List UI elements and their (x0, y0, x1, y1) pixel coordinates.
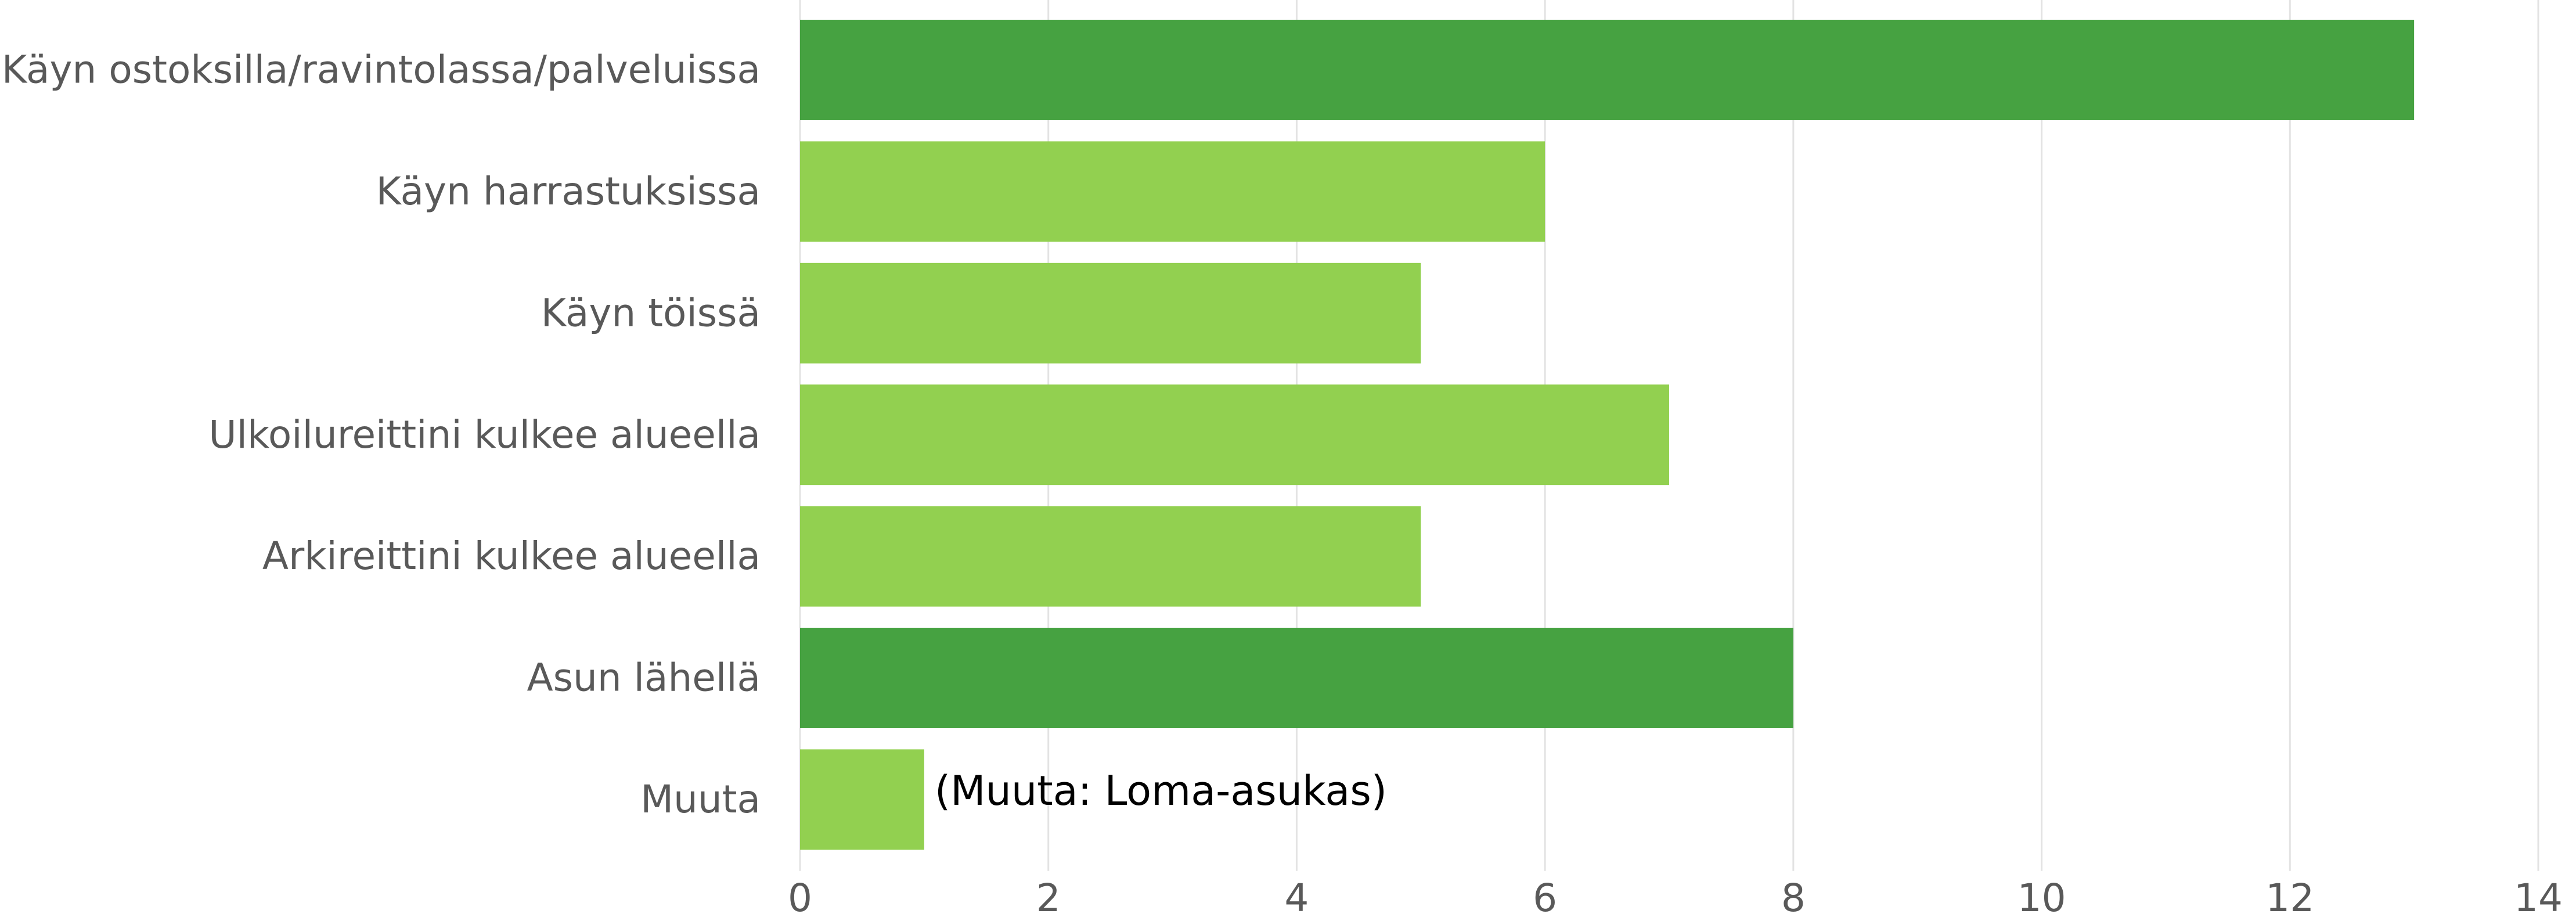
x-tick-label: 2 (1036, 876, 1061, 920)
y-tick-label: Käyn töissä (541, 290, 761, 335)
y-tick-label: Ulkoilureittini kulkee alueella (208, 412, 761, 457)
y-tick-label: Muuta (640, 777, 761, 822)
y-tick-label: Käyn ostoksilla/ravintolassa/palveluissa (2, 48, 761, 92)
bar (800, 384, 1669, 485)
y-tick-label: Asun lähellä (527, 656, 761, 700)
x-tick-label: 0 (788, 876, 812, 920)
x-tick-label: 4 (1284, 876, 1309, 920)
bar (800, 262, 1421, 364)
annotation: (Muuta: Loma-asukas) (935, 767, 1387, 815)
bar (800, 141, 1545, 242)
bar (800, 749, 924, 850)
y-tick-label: Arkireittini kulkee alueella (262, 534, 761, 578)
bar (800, 506, 1421, 607)
x-tick-label: 8 (1781, 876, 1806, 920)
bar (800, 20, 2415, 120)
x-tick-label: 14 (2514, 876, 2563, 920)
x-tick-label: 6 (1533, 876, 1557, 920)
y-tick-label: Käyn harrastuksissa (376, 169, 761, 214)
bar (800, 628, 1793, 728)
x-tick-label: 12 (2265, 876, 2314, 920)
x-tick-label: 10 (2017, 876, 2066, 920)
